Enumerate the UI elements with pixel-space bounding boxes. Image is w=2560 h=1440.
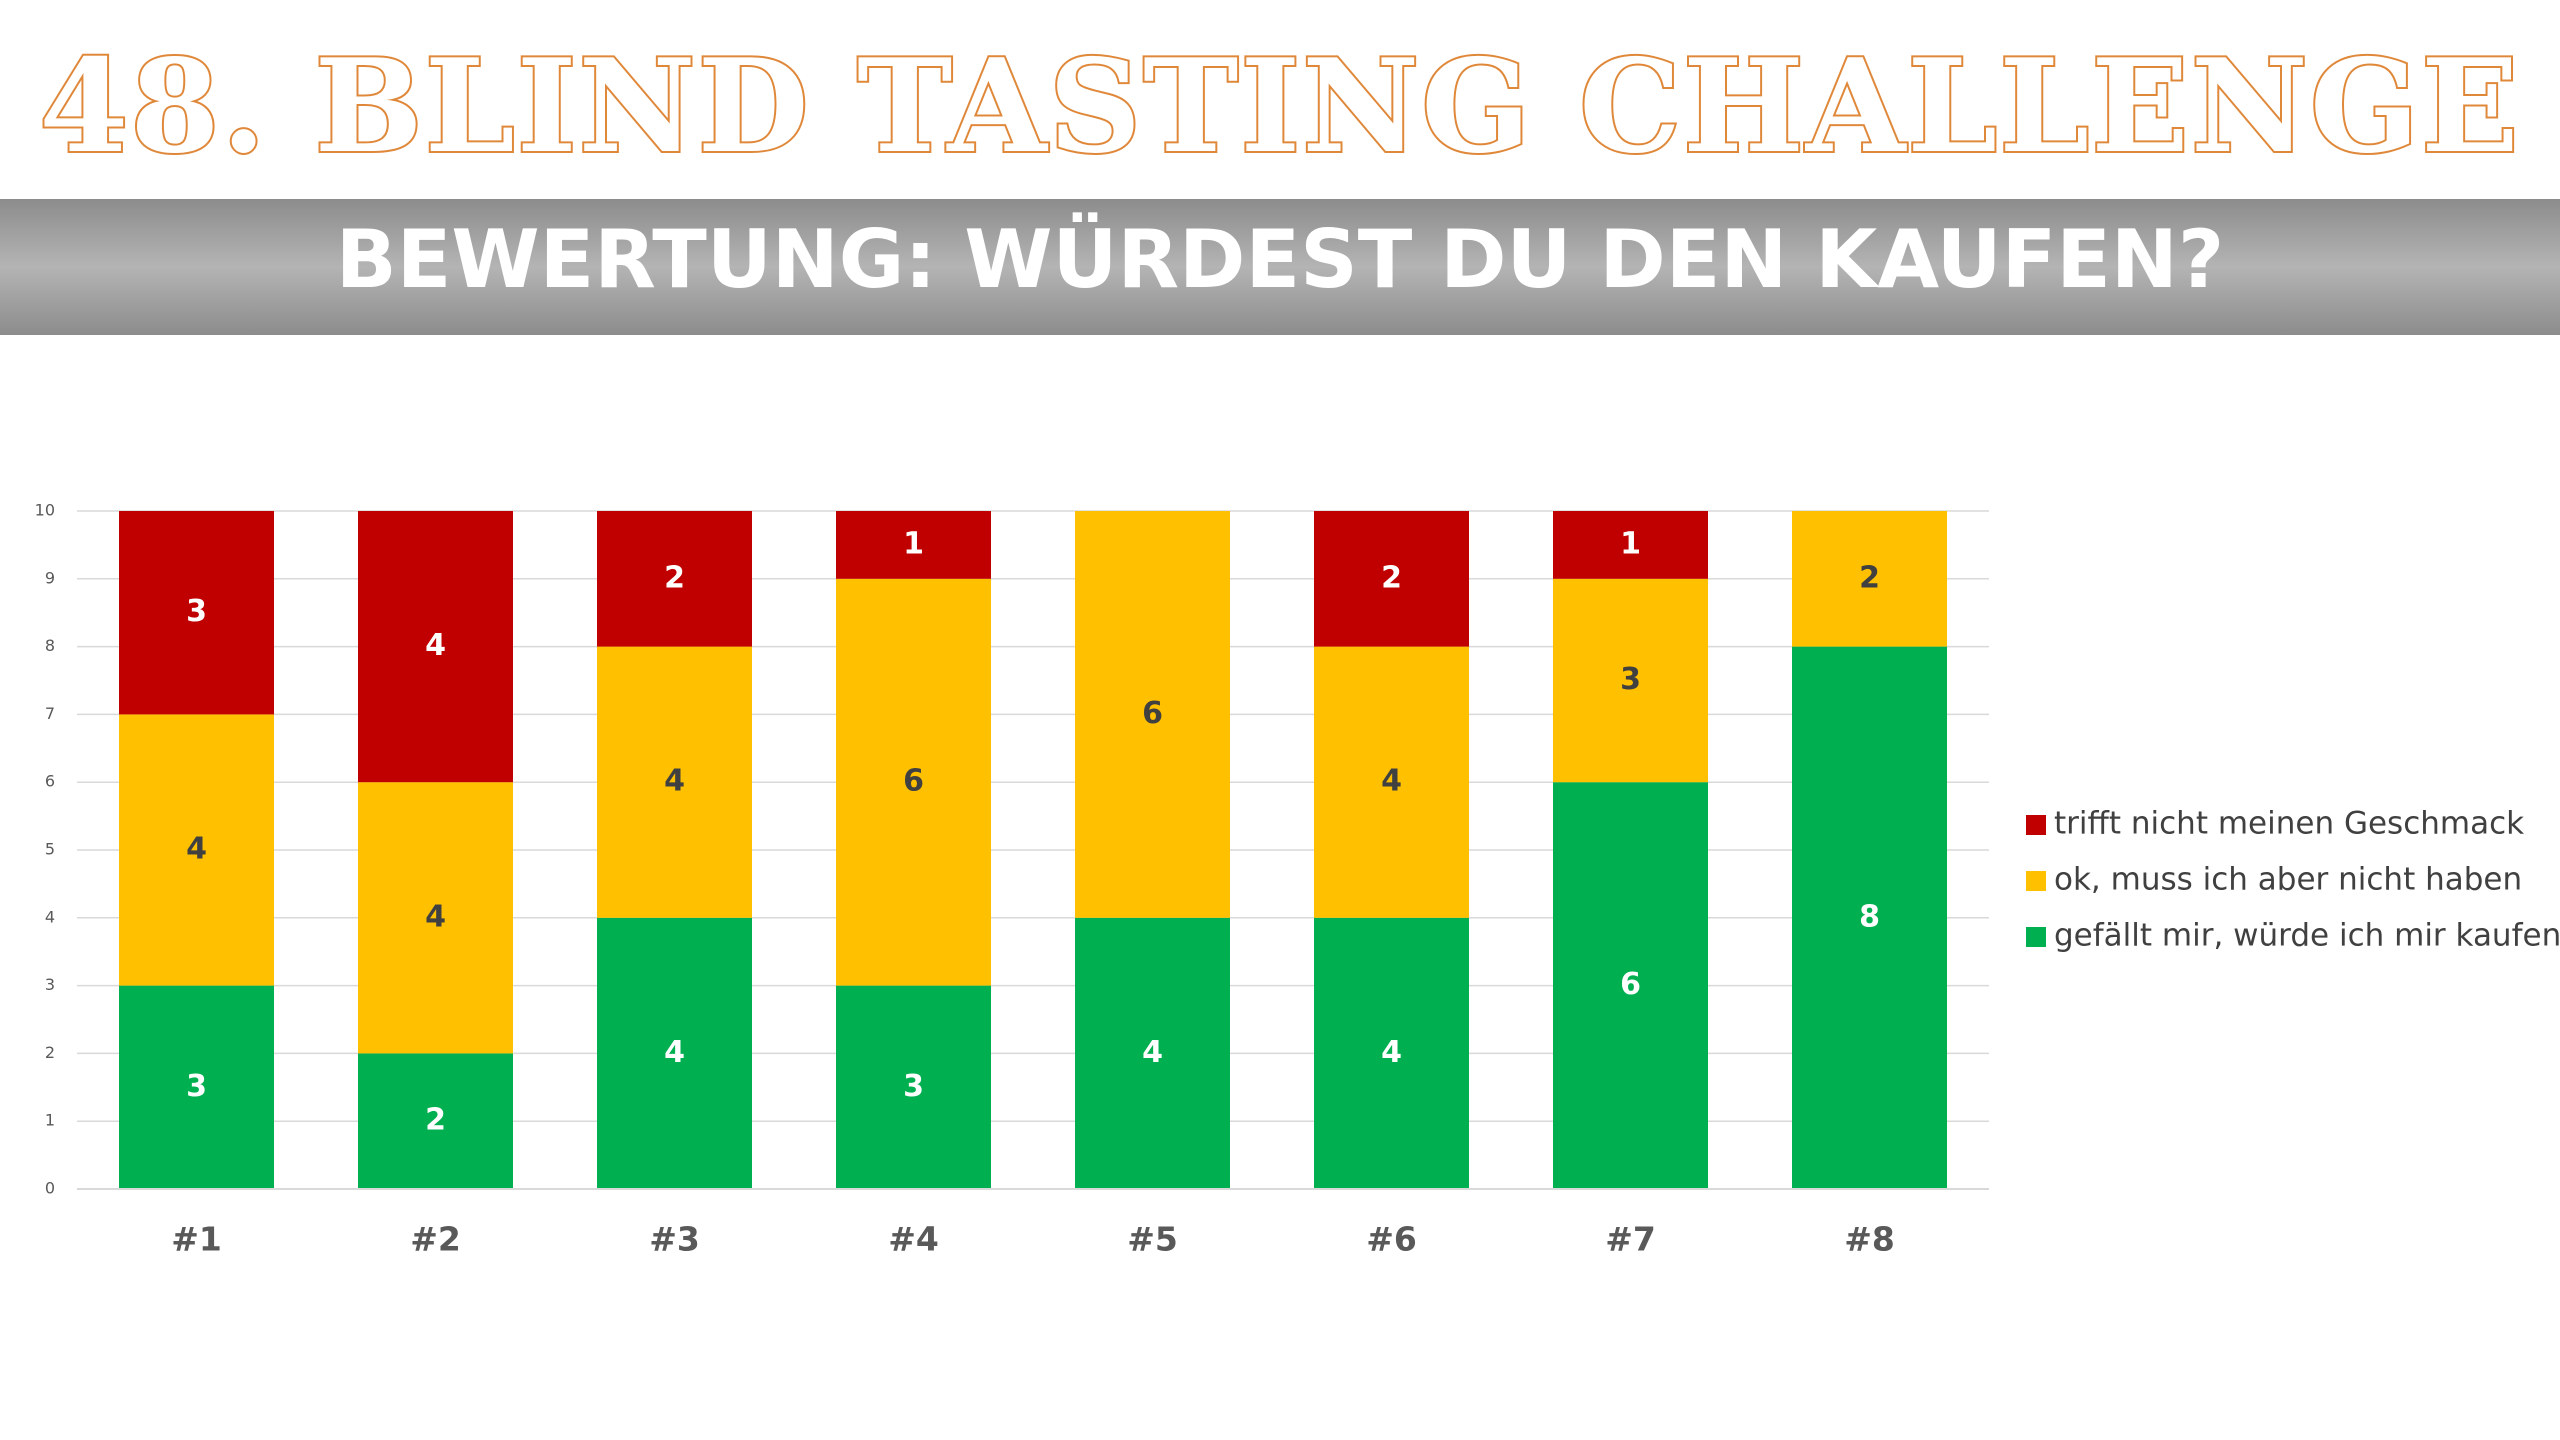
data-label: 2: [1381, 560, 1402, 595]
y-tick-label: 8: [45, 636, 55, 655]
bar-segment: [119, 714, 274, 986]
data-label: 1: [1620, 526, 1641, 561]
subtitle: BEWERTUNG: WÜRDEST DU DEN KAUFEN?: [336, 212, 2225, 306]
bar-segment: [119, 511, 274, 715]
bar-segment: [1792, 511, 1947, 647]
data-label: 2: [1859, 560, 1880, 595]
data-label: 3: [903, 1069, 924, 1104]
legend-label: trifft nicht meinen Geschmack: [2054, 806, 2524, 842]
y-tick-label: 3: [45, 975, 55, 994]
bar-segment: [836, 985, 991, 1189]
y-tick-label: 6: [45, 772, 55, 791]
data-label: 4: [664, 764, 685, 799]
bar-segment: [358, 782, 513, 1054]
x-tick-label: #7: [1605, 1220, 1656, 1259]
bar-segment: [1553, 511, 1708, 579]
bar-segment: [1553, 578, 1708, 783]
legend-label: gefällt mir, würde ich mir kaufen: [2054, 918, 2560, 954]
bar-segment: [836, 578, 991, 986]
bar-segment: [597, 917, 752, 1189]
bar-segment: [1553, 782, 1708, 1189]
data-label: 3: [186, 594, 207, 629]
data-label: 6: [903, 764, 924, 799]
bar-segment: [358, 1053, 513, 1189]
data-label: 4: [425, 628, 446, 663]
y-tick-label: 0: [45, 1179, 55, 1198]
bar-segment: [1792, 646, 1947, 1189]
bar-segment: [1314, 511, 1469, 647]
y-tick-label: 2: [45, 1043, 55, 1062]
legend-swatch: [2026, 815, 2046, 835]
x-tick-label: #8: [1844, 1220, 1895, 1259]
y-tick-label: 9: [45, 568, 55, 587]
data-label: 4: [1381, 764, 1402, 799]
bar-segment: [358, 511, 513, 783]
bar-segment: [836, 511, 991, 579]
x-tick-label: #1: [171, 1220, 222, 1259]
data-label: 4: [186, 832, 207, 867]
legend-swatch: [2026, 927, 2046, 947]
data-label: 2: [425, 1103, 446, 1138]
legend-swatch: [2026, 871, 2046, 891]
bar-segment: [1314, 917, 1469, 1189]
x-tick-label: #5: [1127, 1220, 1178, 1259]
x-tick-label: #2: [410, 1220, 461, 1259]
data-label: 6: [1142, 696, 1163, 731]
data-label: 3: [1620, 662, 1641, 697]
y-tick-label: 10: [35, 501, 55, 520]
y-tick-label: 4: [45, 907, 55, 926]
x-tick-label: #4: [888, 1220, 939, 1259]
data-label: 3: [186, 1069, 207, 1104]
y-tick-label: 1: [45, 1111, 55, 1130]
bar-segment: [119, 985, 274, 1189]
data-label: 4: [1142, 1035, 1163, 1070]
x-tick-label: #3: [649, 1220, 700, 1259]
x-tick-label: #6: [1366, 1220, 1417, 1259]
data-label: 2: [664, 560, 685, 595]
bar-segment: [1075, 511, 1230, 918]
data-label: 8: [1859, 899, 1880, 934]
data-label: 1: [903, 526, 924, 561]
data-label: 4: [1381, 1035, 1402, 1070]
data-label: 4: [664, 1035, 685, 1070]
bar-segment: [597, 511, 752, 647]
y-tick-label: 5: [45, 840, 55, 859]
data-label: 4: [425, 899, 446, 934]
y-tick-label: 7: [45, 704, 55, 723]
bar-segment: [1314, 646, 1469, 918]
data-label: 6: [1620, 967, 1641, 1002]
legend-label: ok, muss ich aber nicht haben: [2054, 862, 2522, 898]
subtitle-band: [0, 199, 2560, 335]
bar-segment: [597, 646, 752, 918]
bar-segment: [1075, 917, 1230, 1189]
title: 48. BLIND TASTING CHALLENGE: [39, 32, 2520, 182]
